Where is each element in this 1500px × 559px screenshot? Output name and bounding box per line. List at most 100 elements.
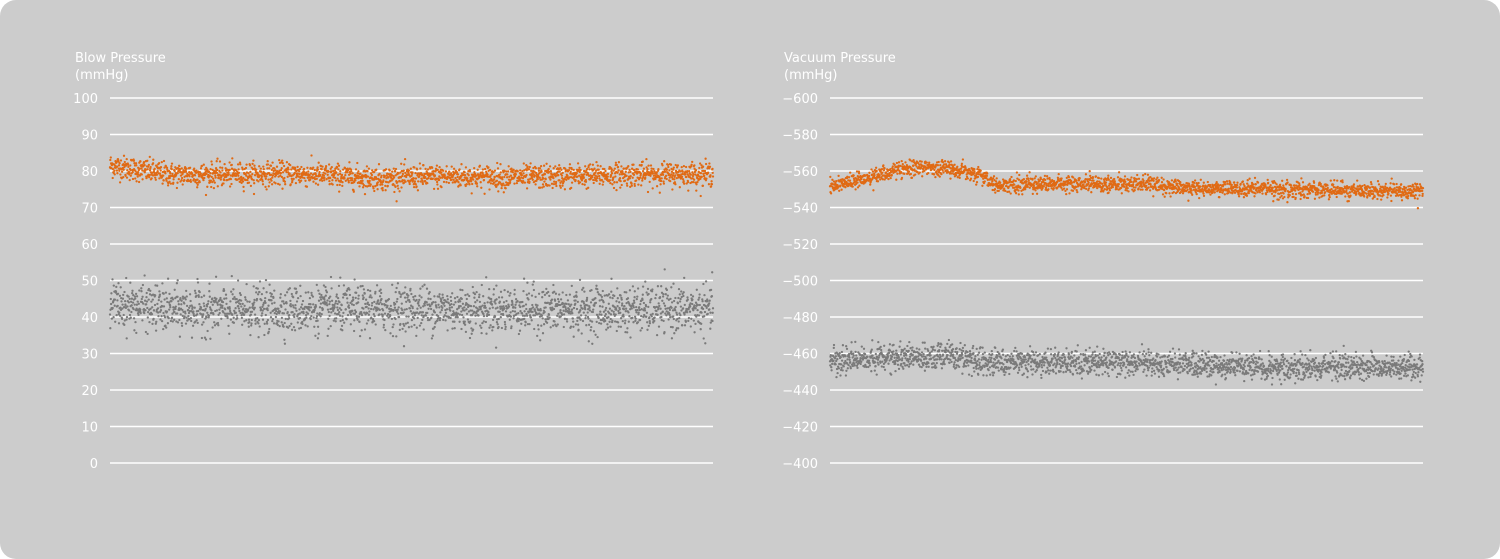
blow-data-point (662, 302, 666, 305)
blow-data-point (147, 163, 151, 167)
blow-data-point (615, 163, 618, 167)
blow-data-point (185, 304, 189, 308)
blow-data-point (371, 169, 374, 172)
blow-data-point (410, 318, 414, 322)
blow-data-point (662, 292, 665, 296)
blow-data-point (162, 159, 166, 163)
blow-data-point (149, 289, 152, 292)
blow-data-point (327, 170, 330, 173)
blow-data-point (315, 177, 318, 180)
vacuum-data-point (889, 168, 892, 171)
blow-data-point (389, 176, 393, 179)
blow-data-point (169, 174, 172, 178)
blow-data-point (253, 306, 256, 309)
blow-data-point (287, 326, 290, 329)
blow-data-point (392, 176, 396, 179)
blow-data-point (440, 185, 443, 189)
blow-data-point (595, 179, 598, 183)
blow-data-point (579, 314, 583, 317)
blow-data-point (597, 293, 601, 296)
blow-data-point (623, 322, 627, 325)
blow-data-point (450, 165, 453, 168)
blow-data-point (542, 185, 545, 188)
blow-data-point (655, 309, 658, 313)
blow-data-point (416, 316, 419, 320)
blow-data-point (176, 181, 179, 184)
blow-data-point (230, 163, 233, 167)
blow-data-point (260, 292, 264, 296)
blow-data-point (489, 324, 492, 327)
vacuum-data-point (858, 184, 861, 187)
blow-data-point (422, 164, 425, 167)
blow-data-point (265, 188, 268, 191)
blow-data-point (686, 180, 690, 184)
blow-data-point (134, 162, 138, 165)
blow-data-point (312, 310, 316, 313)
blow-data-point (263, 322, 266, 325)
blow-data-point (272, 296, 275, 300)
blow-data-point (354, 168, 358, 171)
blow-data-point (295, 170, 298, 173)
blow-data-point (293, 329, 297, 332)
blow-data-point (449, 299, 453, 303)
blow-data-point (168, 304, 172, 307)
blow-data-point (395, 335, 398, 338)
blow-data-point (531, 174, 534, 177)
blow-data-point (283, 342, 287, 345)
blow-data-point (176, 171, 179, 175)
blow-data-point (167, 301, 171, 304)
blow-data-point (121, 297, 125, 300)
vacuum-data-point (843, 179, 846, 182)
blow-data-point (384, 184, 387, 188)
blow-data-point (264, 301, 267, 305)
blow-data-point (216, 321, 220, 325)
blow-data-point (471, 182, 474, 186)
blow-data-point (631, 302, 634, 305)
blow-data-point (598, 313, 601, 316)
blow-data-point (676, 302, 680, 305)
blow-data-point (443, 174, 446, 177)
blow-data-point (320, 168, 323, 171)
blow-tick-label: 50 (81, 275, 98, 290)
blow-data-point (618, 173, 621, 176)
blow-data-point (622, 313, 625, 316)
blow-data-point (355, 315, 358, 318)
blow-data-point (474, 174, 478, 177)
blow-data-point (648, 320, 651, 323)
blow-data-point (627, 311, 630, 314)
blow-data-point (341, 296, 345, 299)
blow-data-point (179, 297, 182, 300)
blow-data-point (468, 170, 472, 173)
blow-data-point (178, 335, 182, 338)
blow-data-point (662, 319, 665, 323)
blow-data-point (492, 293, 495, 296)
blow-data-point (156, 170, 159, 173)
blow-data-point (572, 306, 576, 310)
blow-data-point (690, 317, 693, 320)
blow-data-point (123, 299, 127, 303)
blow-data-point (243, 304, 246, 307)
vacuum-data-point (973, 170, 976, 173)
blow-data-point (398, 190, 401, 193)
blow-data-point (150, 177, 153, 180)
blow-data-point (179, 174, 183, 177)
blow-data-point (411, 178, 415, 182)
blow-data-point (441, 296, 445, 299)
vacuum-data-point (849, 171, 852, 174)
blow-data-point (643, 313, 646, 317)
blow-data-point (266, 308, 269, 312)
blow-data-point (255, 291, 258, 294)
blow-data-point (202, 321, 205, 324)
blow-data-point (492, 181, 496, 185)
vacuum-data-point (958, 176, 961, 180)
blow-data-point (498, 173, 501, 176)
blow-data-point (524, 303, 528, 306)
blow-data-point (285, 291, 289, 294)
blow-data-point (609, 296, 612, 299)
blow-data-point (620, 165, 623, 168)
blow-data-point (560, 174, 564, 177)
blow-data-point (582, 286, 585, 290)
blow-data-point (268, 327, 271, 331)
blow-data-point (689, 305, 692, 308)
blow-data-point (596, 291, 599, 294)
